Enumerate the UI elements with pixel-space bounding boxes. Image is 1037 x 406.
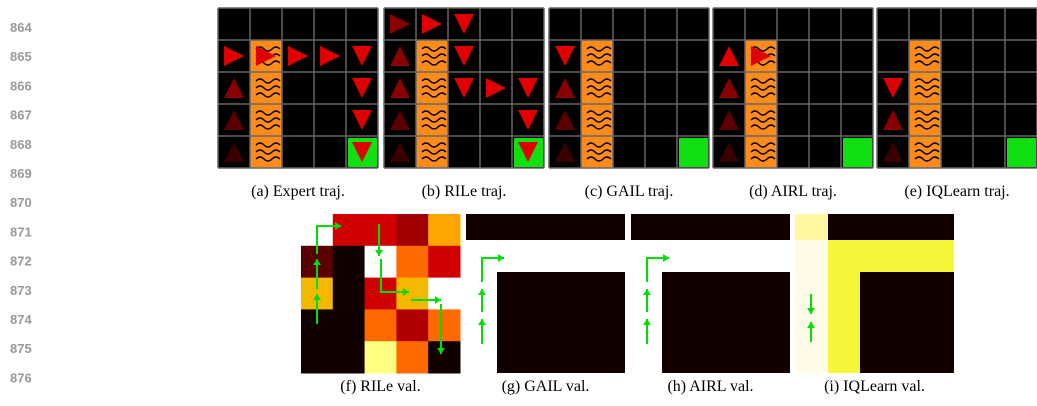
lava-cell	[909, 40, 941, 72]
value-map	[631, 214, 790, 373]
line-number: 876	[10, 370, 32, 385]
line-number: 870	[10, 195, 32, 210]
line-number: 871	[10, 224, 32, 239]
goal-cell	[843, 138, 872, 167]
lava-cell	[745, 104, 777, 136]
value-cell	[301, 341, 333, 373]
lava-cell	[909, 136, 941, 168]
trajectory-grid	[218, 8, 378, 168]
lava-cell	[416, 72, 448, 104]
lava-cell	[745, 72, 777, 104]
lava-cell	[416, 136, 448, 168]
value-cell	[396, 341, 428, 373]
lava-cell	[250, 136, 282, 168]
caption: (c) GAIL traj.	[585, 183, 674, 200]
line-number: 872	[10, 254, 32, 269]
yellow	[828, 240, 954, 272]
trajectory-grid	[384, 8, 544, 168]
dark	[662, 272, 790, 373]
caption: (a) Expert traj.	[251, 183, 345, 200]
line-number: 865	[10, 49, 32, 64]
goal-cell	[1007, 138, 1036, 167]
trajectory-grid	[549, 8, 709, 168]
value-cell	[365, 309, 397, 341]
caption: (d) AIRL traj.	[749, 183, 837, 200]
pale-yellow	[795, 214, 828, 240]
figure: 864 865 866 867 868 869 870 871 872 873 874 875 876 (…	[0, 0, 1037, 406]
lava-cell	[909, 104, 941, 136]
value-cell	[428, 214, 460, 246]
value-cell	[396, 309, 428, 341]
lava-cell	[250, 104, 282, 136]
caption: (e) IQLearn traj.	[904, 183, 1009, 200]
line-number: 867	[10, 108, 32, 123]
value-cell	[396, 214, 428, 246]
lava-cell	[581, 136, 613, 168]
value-cell	[396, 246, 428, 278]
line-number: 869	[10, 166, 32, 181]
lava-cell	[250, 72, 282, 104]
value-cell	[396, 278, 428, 310]
line-number: 873	[10, 283, 32, 298]
line-number: 875	[10, 341, 32, 356]
value-cell	[365, 214, 397, 246]
caption: (f) RILe val.	[340, 378, 420, 395]
value-cell	[365, 341, 397, 373]
caption: (i) IQLearn val.	[824, 378, 925, 395]
lava-cell	[416, 40, 448, 72]
value-cell	[333, 341, 365, 373]
lava-cell	[581, 40, 613, 72]
goal-cell	[679, 138, 708, 167]
caption: (h) AIRL val.	[667, 378, 753, 395]
value-map	[466, 214, 625, 373]
value-cell	[428, 246, 460, 278]
value-map	[301, 214, 461, 374]
value-cell	[428, 309, 460, 341]
line-number: 866	[10, 78, 32, 93]
value-cell	[333, 278, 365, 310]
caption: (g) GAIL val.	[502, 378, 590, 395]
lava-cell	[581, 104, 613, 136]
lava-cell	[909, 72, 941, 104]
trajectory-grid	[713, 8, 873, 168]
line-number: 864	[10, 20, 32, 35]
page: 864 865 866 867 868 869 870 871 872 873 874 875 876 (…	[0, 0, 1037, 406]
dark	[497, 272, 625, 373]
line-number: 874	[10, 312, 32, 327]
value-cell	[428, 278, 460, 310]
value-cell	[333, 246, 365, 278]
yellow	[828, 272, 860, 373]
value-cell	[428, 341, 460, 373]
value-cell	[333, 309, 365, 341]
lava-cell	[745, 136, 777, 168]
lava-cell	[581, 72, 613, 104]
caption: (b) RILe traj.	[422, 183, 507, 200]
lava-cell	[416, 104, 448, 136]
trajectory-grid	[877, 8, 1037, 168]
value-cell	[333, 214, 365, 246]
line-number: 868	[10, 137, 32, 152]
value-map	[795, 214, 954, 373]
